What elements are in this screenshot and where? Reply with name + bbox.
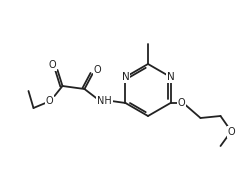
Text: O: O <box>178 98 185 108</box>
Text: N: N <box>122 72 129 82</box>
Text: O: O <box>46 96 53 106</box>
Text: O: O <box>94 65 101 75</box>
Text: O: O <box>228 127 235 137</box>
Text: NH: NH <box>97 96 112 106</box>
Text: N: N <box>167 72 174 82</box>
Text: O: O <box>49 60 56 70</box>
